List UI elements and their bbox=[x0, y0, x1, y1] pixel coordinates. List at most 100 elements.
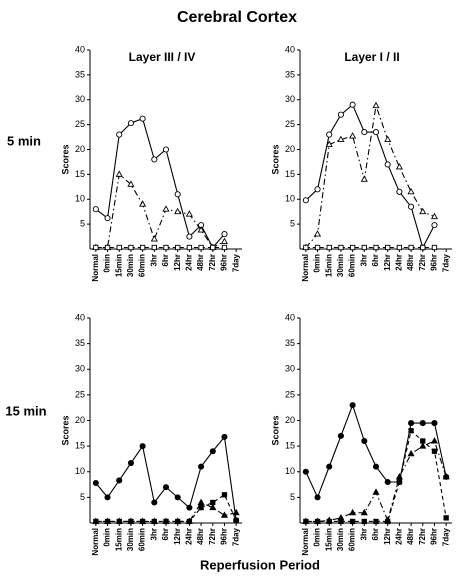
point bbox=[420, 244, 426, 251]
point bbox=[139, 200, 147, 207]
y-tick-label: 30 bbox=[75, 94, 85, 104]
point bbox=[232, 508, 240, 516]
x-tick-label: 24hr bbox=[394, 254, 403, 271]
x-tick-label: 96hr bbox=[220, 528, 229, 545]
x-tick-label: 30min bbox=[336, 528, 345, 551]
point bbox=[221, 492, 228, 498]
point bbox=[338, 244, 344, 251]
x-tick-label: 12hr bbox=[173, 528, 182, 545]
point bbox=[139, 244, 146, 251]
point bbox=[384, 135, 392, 142]
point bbox=[373, 518, 379, 525]
x-tick-label: 96hr bbox=[430, 528, 439, 545]
x-tick-label: 3hr bbox=[359, 254, 368, 266]
point bbox=[326, 518, 332, 525]
point bbox=[92, 206, 99, 213]
point bbox=[337, 432, 344, 439]
point bbox=[116, 244, 122, 251]
panel-title: Layer III / IV bbox=[129, 50, 196, 64]
point bbox=[419, 207, 427, 215]
y-tick-label: 25 bbox=[75, 389, 85, 399]
point bbox=[360, 508, 368, 516]
y-tick-label: 40 bbox=[75, 44, 85, 54]
point bbox=[139, 115, 146, 122]
point bbox=[151, 518, 157, 525]
point bbox=[337, 135, 345, 142]
figure-title: Cerebral Cortex bbox=[177, 9, 297, 26]
point bbox=[116, 518, 122, 525]
y-tick-label: 25 bbox=[285, 119, 295, 129]
point bbox=[396, 188, 403, 195]
x-tick-label: 12hr bbox=[173, 254, 182, 271]
y-tick-label: 5 bbox=[80, 492, 85, 502]
point bbox=[104, 494, 111, 501]
point bbox=[151, 499, 158, 506]
x-tick-label: 30min bbox=[126, 254, 135, 277]
y-tick-label: 15 bbox=[75, 169, 85, 179]
point bbox=[175, 244, 181, 251]
point bbox=[104, 244, 111, 251]
point bbox=[116, 477, 123, 484]
point bbox=[384, 478, 391, 486]
y-tick-label: 35 bbox=[285, 69, 295, 79]
point bbox=[349, 132, 357, 139]
point bbox=[349, 101, 356, 108]
y-axis-label: Scores bbox=[270, 144, 280, 174]
x-tick-label: 96hr bbox=[220, 254, 229, 271]
point bbox=[408, 428, 414, 434]
x-tick-label: 48hr bbox=[196, 254, 205, 271]
x-tick-label: 3hr bbox=[149, 254, 158, 266]
point bbox=[372, 463, 380, 470]
point bbox=[104, 518, 111, 525]
point bbox=[372, 101, 380, 109]
point bbox=[162, 205, 170, 212]
point bbox=[174, 494, 181, 501]
y-tick-label: 40 bbox=[285, 44, 295, 54]
point bbox=[115, 170, 123, 177]
y-axis-label: Scores bbox=[270, 415, 280, 445]
y-tick-label: 20 bbox=[285, 415, 295, 425]
point bbox=[150, 235, 158, 242]
x-tick-label: 12hr bbox=[383, 254, 392, 271]
point bbox=[385, 518, 391, 525]
y-tick-label: 10 bbox=[75, 466, 85, 476]
x-tick-label: 15min bbox=[324, 254, 333, 277]
x-tick-label: 24hr bbox=[184, 254, 193, 271]
x-tick-label: Normal bbox=[91, 528, 100, 556]
point bbox=[349, 244, 356, 251]
point bbox=[326, 463, 333, 470]
x-tick-label: 48hr bbox=[196, 528, 205, 545]
point bbox=[372, 129, 380, 136]
point bbox=[186, 504, 193, 511]
point bbox=[443, 515, 449, 521]
point bbox=[408, 203, 415, 210]
point bbox=[408, 420, 415, 427]
point bbox=[174, 207, 182, 215]
point bbox=[419, 420, 426, 427]
point bbox=[349, 508, 357, 516]
y-tick-label: 10 bbox=[285, 194, 295, 204]
series-line bbox=[305, 440, 447, 523]
y-tick-label: 10 bbox=[75, 194, 85, 204]
x-tick-label: 3hr bbox=[359, 528, 368, 540]
x-tick-label: 60min bbox=[138, 254, 147, 277]
point bbox=[372, 488, 380, 495]
x-tick-label: 30min bbox=[126, 528, 135, 551]
point bbox=[407, 187, 415, 195]
point bbox=[337, 111, 344, 118]
panel-title: Layer I / II bbox=[344, 50, 399, 64]
point bbox=[116, 131, 123, 138]
y-axis-label: Scores bbox=[60, 415, 70, 445]
point bbox=[384, 161, 391, 168]
y-tick-label: 10 bbox=[285, 466, 295, 476]
point bbox=[314, 186, 321, 193]
point bbox=[349, 518, 356, 525]
x-tick-label: 60min bbox=[138, 528, 147, 551]
x-tick-label: 6hr bbox=[161, 528, 170, 540]
y-tick-label: 40 bbox=[285, 312, 295, 322]
x-tick-label: 72hr bbox=[418, 528, 427, 545]
point bbox=[420, 438, 426, 444]
y-tick-label: 30 bbox=[75, 364, 85, 374]
point bbox=[92, 479, 99, 487]
y-tick-label: 15 bbox=[75, 441, 85, 451]
